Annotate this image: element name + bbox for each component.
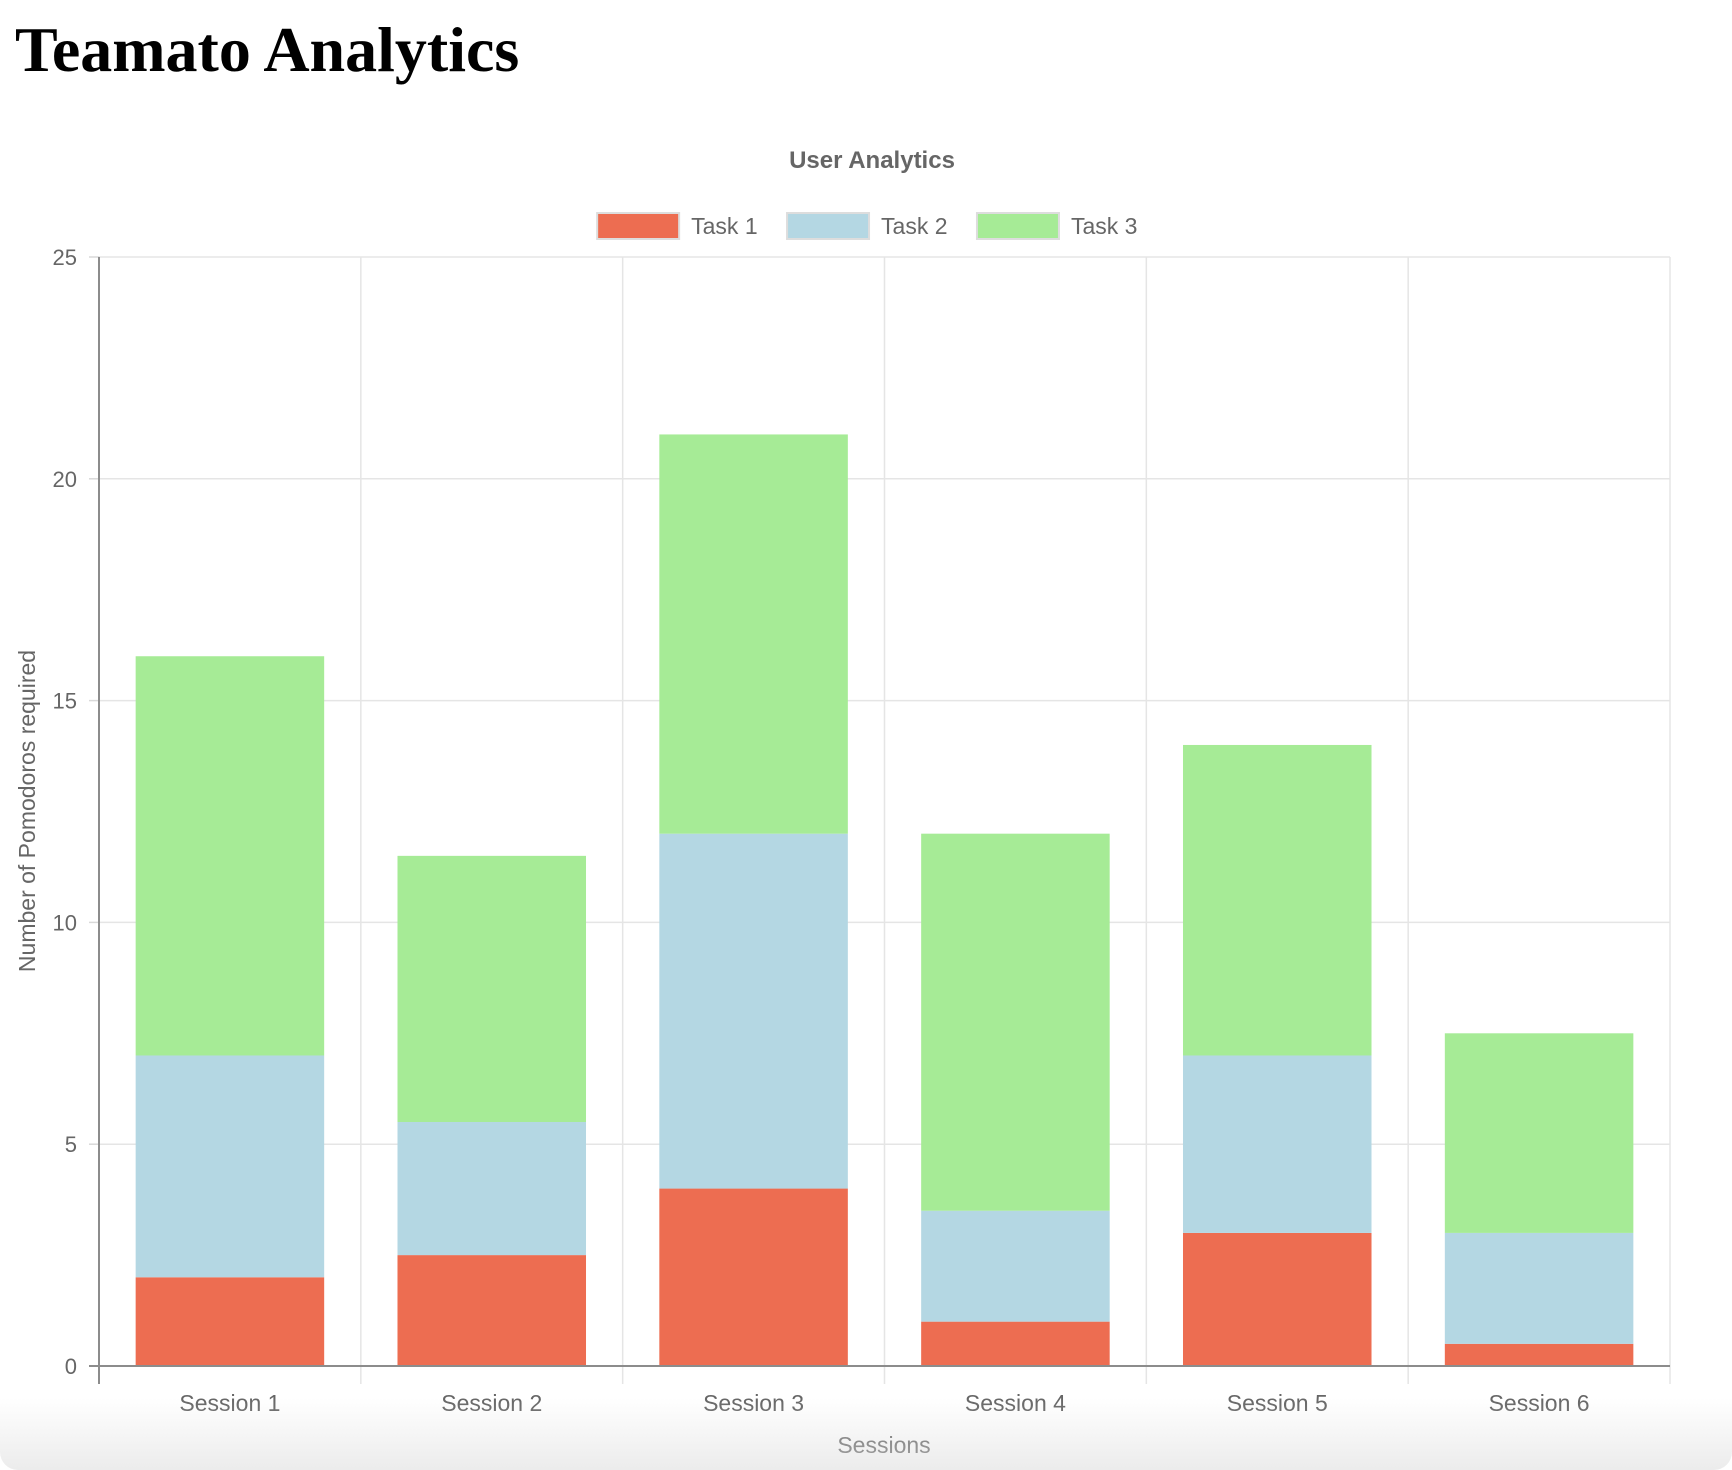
bar-task-1-session-2[interactable] [397, 1255, 587, 1366]
bar-task-2-session-1[interactable] [135, 1055, 325, 1278]
legend-swatch [596, 212, 681, 240]
bar-task-2-session-5[interactable] [1182, 1055, 1372, 1233]
bar-task-2-session-2[interactable] [397, 1122, 587, 1256]
legend-label: Task 3 [1071, 213, 1137, 239]
legend-item-task-2[interactable]: Task 2 [786, 212, 948, 240]
x-tick-label: Session 2 [441, 1390, 542, 1416]
y-tick-label: 25 [53, 245, 77, 270]
chart-title: User Analytics [789, 147, 955, 174]
y-tick-label: 15 [53, 689, 77, 714]
x-axis-label: Sessions [837, 1432, 930, 1458]
legend-label: Task 2 [881, 213, 947, 239]
legend-label: Task 1 [691, 213, 757, 239]
bar-task-3-session-1[interactable] [135, 656, 325, 1056]
x-tick-label: Session 6 [1489, 1390, 1590, 1416]
bar-task-2-session-6[interactable] [1444, 1232, 1634, 1344]
bar-task-1-session-6[interactable] [1444, 1343, 1634, 1366]
x-tick-label: Session 4 [965, 1390, 1066, 1416]
bar-task-3-session-4[interactable] [921, 833, 1110, 1211]
chart-grid [99, 256, 1671, 1384]
legend-item-task-3[interactable]: Task 3 [975, 212, 1137, 240]
y-tick-label: 10 [53, 910, 77, 935]
legend-swatch [786, 212, 871, 240]
bar-task-1-session-3[interactable] [659, 1188, 848, 1366]
x-tick-label: Session 1 [179, 1390, 280, 1416]
bar-task-3-session-3[interactable] [659, 434, 848, 834]
bar-task-2-session-3[interactable] [659, 833, 848, 1189]
x-tick-label: Session 5 [1227, 1390, 1328, 1416]
bar-task-1-session-5[interactable] [1182, 1232, 1372, 1366]
y-tick-label: 0 [65, 1354, 77, 1379]
bar-task-3-session-2[interactable] [397, 855, 587, 1123]
bar-task-1-session-1[interactable] [135, 1277, 325, 1366]
bar-task-2-session-4[interactable] [921, 1210, 1110, 1322]
y-tick-label: 5 [65, 1132, 77, 1157]
bar-task-3-session-5[interactable] [1182, 744, 1372, 1056]
page-title: Teamato Analytics [15, 14, 520, 85]
legend-item-task-1[interactable]: Task 1 [596, 212, 758, 240]
legend-swatch [975, 212, 1060, 240]
x-tick-label: Session 3 [703, 1390, 804, 1416]
chart-legend: Task 1 Task 2 Task 3 [596, 212, 1137, 240]
bar-task-3-session-6[interactable] [1444, 1033, 1634, 1233]
chart-bars [135, 434, 1634, 1366]
y-axis-label: Number of Pomodoros required [14, 650, 40, 972]
bar-task-1-session-4[interactable] [921, 1321, 1110, 1366]
y-tick-label: 20 [53, 467, 77, 492]
